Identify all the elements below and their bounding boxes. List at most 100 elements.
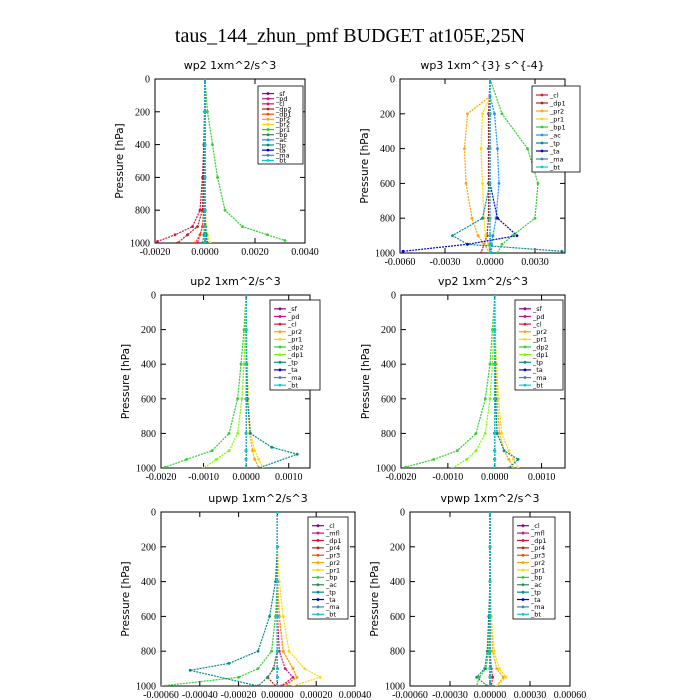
y-tick-label: 200 — [380, 109, 395, 120]
series-line-ta — [402, 79, 519, 252]
data-point — [156, 240, 159, 243]
y-tick-label: 200 — [390, 542, 405, 553]
data-point — [270, 445, 274, 449]
y-tick-label: 800 — [381, 429, 396, 440]
legend-label: _dp1 — [530, 537, 547, 545]
legend-marker — [521, 561, 525, 565]
data-point — [493, 449, 497, 453]
series-group — [401, 79, 564, 253]
legend-label: _bt — [530, 611, 541, 619]
y-tick-label: 0 — [390, 75, 395, 86]
legend-marker — [266, 117, 270, 121]
data-point — [203, 143, 207, 147]
legend-marker — [316, 524, 320, 528]
data-point — [244, 328, 248, 331]
series-line-cl — [157, 79, 206, 242]
legend-marker — [521, 583, 525, 587]
data-point — [249, 432, 252, 435]
data-point — [495, 667, 499, 670]
legend-label: _ma — [325, 603, 340, 611]
panel-3: up2 1xm^2/s^3 Pressure [hPa] 0 200 400 600 800… — [120, 275, 321, 483]
data-point — [507, 466, 511, 468]
data-point — [244, 466, 248, 468]
data-point — [516, 458, 520, 461]
data-point — [507, 458, 511, 461]
data-point — [488, 649, 492, 653]
series-line-mfl — [276, 512, 294, 686]
data-point — [303, 667, 306, 670]
legend-label: _ta — [549, 147, 560, 155]
y-tick-label: 400 — [381, 360, 396, 371]
legend-marker — [316, 561, 320, 565]
legend-label: _ta — [530, 596, 541, 604]
data-point — [479, 251, 483, 253]
data-point — [276, 667, 279, 670]
legend-marker — [523, 376, 527, 379]
data-point — [533, 216, 537, 220]
data-point — [483, 667, 487, 670]
legend-label: _cl — [549, 91, 559, 99]
x-tick-label: -0.00040 — [182, 690, 218, 700]
x-tick-label: 0.0000 — [191, 247, 219, 258]
plot-frame — [154, 78, 306, 244]
legend-marker — [523, 383, 527, 387]
data-point — [281, 649, 285, 653]
legend-label: _bp — [325, 574, 338, 582]
legend-marker — [316, 598, 320, 601]
legend: _cl_mfl_dp1_pr4_pr3_pr2_pr1_bp_ac_tp_ta_… — [512, 516, 556, 620]
data-point — [241, 225, 244, 229]
data-point — [257, 458, 261, 461]
legend-label: _pr2 — [530, 559, 545, 567]
data-point — [484, 234, 487, 238]
data-point — [491, 362, 494, 366]
data-point — [276, 684, 279, 686]
data-point — [283, 667, 287, 670]
data-point — [161, 684, 163, 686]
legend-label: _dp1 — [275, 110, 292, 118]
data-point — [474, 432, 478, 435]
data-point — [237, 675, 241, 679]
data-point — [488, 147, 492, 151]
data-point — [253, 449, 257, 453]
legend-label: _pr1 — [275, 126, 290, 134]
legend-label: _pr4 — [325, 544, 340, 552]
legend-marker — [540, 149, 544, 153]
legend-label: _dp1 — [532, 351, 549, 359]
x-tick-label: -0.0060 — [385, 257, 416, 268]
data-point — [196, 225, 199, 229]
x-tick-label: -0.0020 — [140, 247, 171, 258]
data-point — [266, 233, 269, 237]
data-point — [291, 684, 295, 686]
series-group — [161, 512, 322, 686]
legend-label: _pr2 — [532, 328, 547, 336]
y-tick-label: 0 — [145, 75, 150, 86]
data-point — [479, 147, 483, 151]
data-point — [492, 649, 496, 653]
legend-label: _tp — [532, 359, 543, 367]
legend-marker — [278, 337, 282, 341]
series-line-pr2 — [494, 295, 515, 468]
legend-label: _bp — [530, 574, 543, 582]
series-line-pr1 — [245, 295, 264, 468]
data-point — [451, 234, 454, 238]
legend-label: _pr2 — [549, 107, 564, 115]
legend-label: _ta — [275, 146, 286, 154]
y-tick-label: 600 — [141, 612, 156, 623]
data-point — [253, 458, 257, 461]
data-point — [536, 182, 540, 185]
x-tick-label: -0.0010 — [432, 472, 463, 483]
x-tick-label: -0.0010 — [188, 472, 219, 483]
data-point — [188, 668, 192, 672]
series-line-dp2 — [177, 79, 206, 243]
legend-label: _bt — [532, 381, 543, 389]
legend-label: _sf — [532, 305, 543, 313]
series-line-ac — [257, 512, 278, 686]
data-point — [281, 615, 285, 618]
x-tick-label: 0.0000 — [232, 472, 260, 483]
y-tick-label: 200 — [381, 325, 396, 336]
data-point — [488, 615, 492, 618]
x-tick-label: -0.00060 — [143, 690, 179, 700]
y-tick-label: 0 — [151, 508, 156, 519]
data-point — [493, 112, 496, 116]
data-point — [497, 667, 501, 670]
